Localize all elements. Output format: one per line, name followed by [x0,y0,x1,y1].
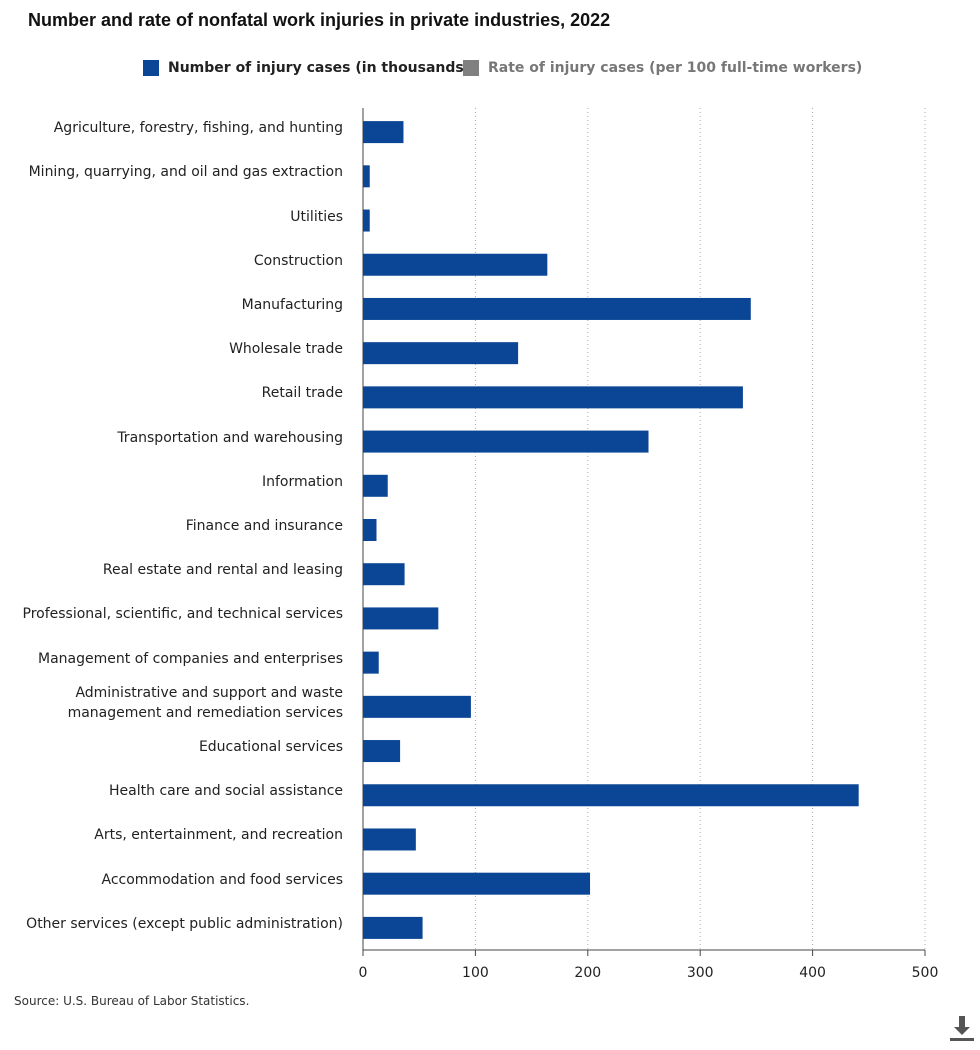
bar [363,872,591,895]
y-tick-label: Wholesale trade [229,341,343,358]
bar [363,386,743,409]
x-tick-label: 200 [574,965,601,981]
bar [363,121,404,144]
bar [363,695,471,718]
y-tick-label: Educational services [198,739,343,756]
y-tick-label: Utilities [290,208,343,225]
bar [363,916,423,939]
y-tick-label: Transportation and warehousing [117,429,343,446]
bar [363,342,519,365]
legend-label: Number of injury cases (in thousands) [168,60,471,76]
y-tick-label: Information [261,473,343,490]
y-tick-label: Professional, scientific, and technical … [22,606,343,623]
x-tick-label: 500 [912,965,939,981]
bar [363,209,370,232]
y-tick-label: Mining, quarrying, and oil and gas extra… [28,164,343,181]
legend-swatch [143,60,159,76]
x-tick-label: 300 [687,965,714,981]
y-tick-label: Real estate and rental and leasing [102,562,343,579]
bar [363,607,439,630]
y-tick-label: Finance and insurance [185,518,343,534]
bar [363,430,649,453]
legend-label: Rate of injury cases (per 100 full-time … [488,60,863,76]
bar [363,740,401,763]
y-tick-label: Administrative and support and waste man… [67,684,343,721]
x-tick-label: 400 [799,965,826,981]
bar [363,297,751,320]
legend-item: Rate of injury cases (per 100 full-time … [463,60,862,76]
bar [363,519,377,541]
y-tick-label: Arts, entertainment, and recreation [94,827,343,844]
source-note: Source: U.S. Bureau of Labor Statistics. [14,994,250,1008]
x-tick-label: 100 [462,965,489,981]
bar [363,651,379,674]
x-tick-label: 0 [359,965,368,981]
y-tick-label: Health care and social assistance [109,783,343,800]
bar [363,563,405,586]
download-button[interactable] [948,1014,976,1044]
y-tick-label: Management of companies and enterprises [38,650,343,667]
chart-title: Number and rate of nonfatal work injurie… [28,10,611,30]
bar [363,165,370,188]
bar [363,474,388,497]
legend-swatch [463,60,479,76]
y-tick-label: Retail trade [261,385,343,402]
bar [363,828,416,851]
y-tick-label: Accommodation and food services [101,871,344,888]
y-tick-label: Construction [253,252,343,269]
bar [363,784,859,807]
y-tick-label: Agriculture, forestry, fishing, and hunt… [53,120,343,137]
bar [363,253,548,276]
y-tick-label: Manufacturing [241,296,343,313]
y-tick-label: Other services (except public administra… [26,915,343,932]
legend-item: Number of injury cases (in thousands) [143,60,470,76]
